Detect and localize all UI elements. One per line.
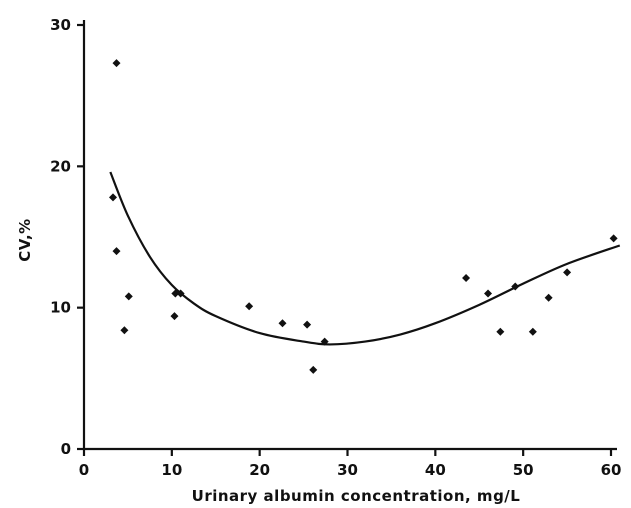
x-tick-label: 20 [249,461,270,479]
data-point [124,292,133,301]
x-tick-label: 40 [425,461,446,479]
y-tick-label: 0 [61,440,71,458]
x-tick-label: 60 [601,461,622,479]
data-point [303,320,312,329]
data-points [108,59,618,374]
data-point [528,327,537,336]
data-point [496,327,505,336]
data-point [309,365,318,374]
data-point [544,293,553,302]
y-tick-label: 30 [50,16,71,34]
data-point [108,193,117,202]
axes [82,20,617,451]
data-point [609,234,618,243]
data-point [112,59,121,68]
data-point [563,268,572,277]
data-point [484,289,493,298]
fit-curve [109,171,621,346]
ticks [77,23,613,456]
x-tick-label: 50 [513,461,534,479]
data-point [278,319,287,328]
data-point [462,273,471,282]
x-tick-label: 10 [161,461,182,479]
data-point [176,289,185,298]
data-point [320,337,329,346]
x-tick-label: 30 [337,461,358,479]
data-point [511,282,520,291]
x-axis-title: Urinary albumin concentration, mg/L [192,487,521,505]
y-axis-title: CV,% [16,218,34,261]
data-point [170,312,179,321]
y-tick-label: 10 [50,299,71,317]
data-point [120,326,129,335]
tick-labels: 0 10 20 30 40 50 60 0 10 20 30 [50,16,621,479]
data-point [112,247,121,256]
data-point [171,289,180,298]
x-tick-label: 0 [79,461,89,479]
data-point [245,302,254,311]
y-tick-label: 20 [50,157,71,175]
